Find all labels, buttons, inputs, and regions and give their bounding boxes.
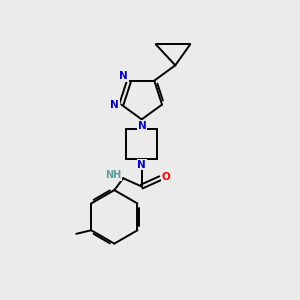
Text: NH: NH [106,170,122,180]
Text: O: O [162,172,170,182]
Text: N: N [110,100,119,110]
Text: N: N [119,71,128,81]
Text: N: N [137,160,146,170]
Text: N: N [138,121,147,131]
